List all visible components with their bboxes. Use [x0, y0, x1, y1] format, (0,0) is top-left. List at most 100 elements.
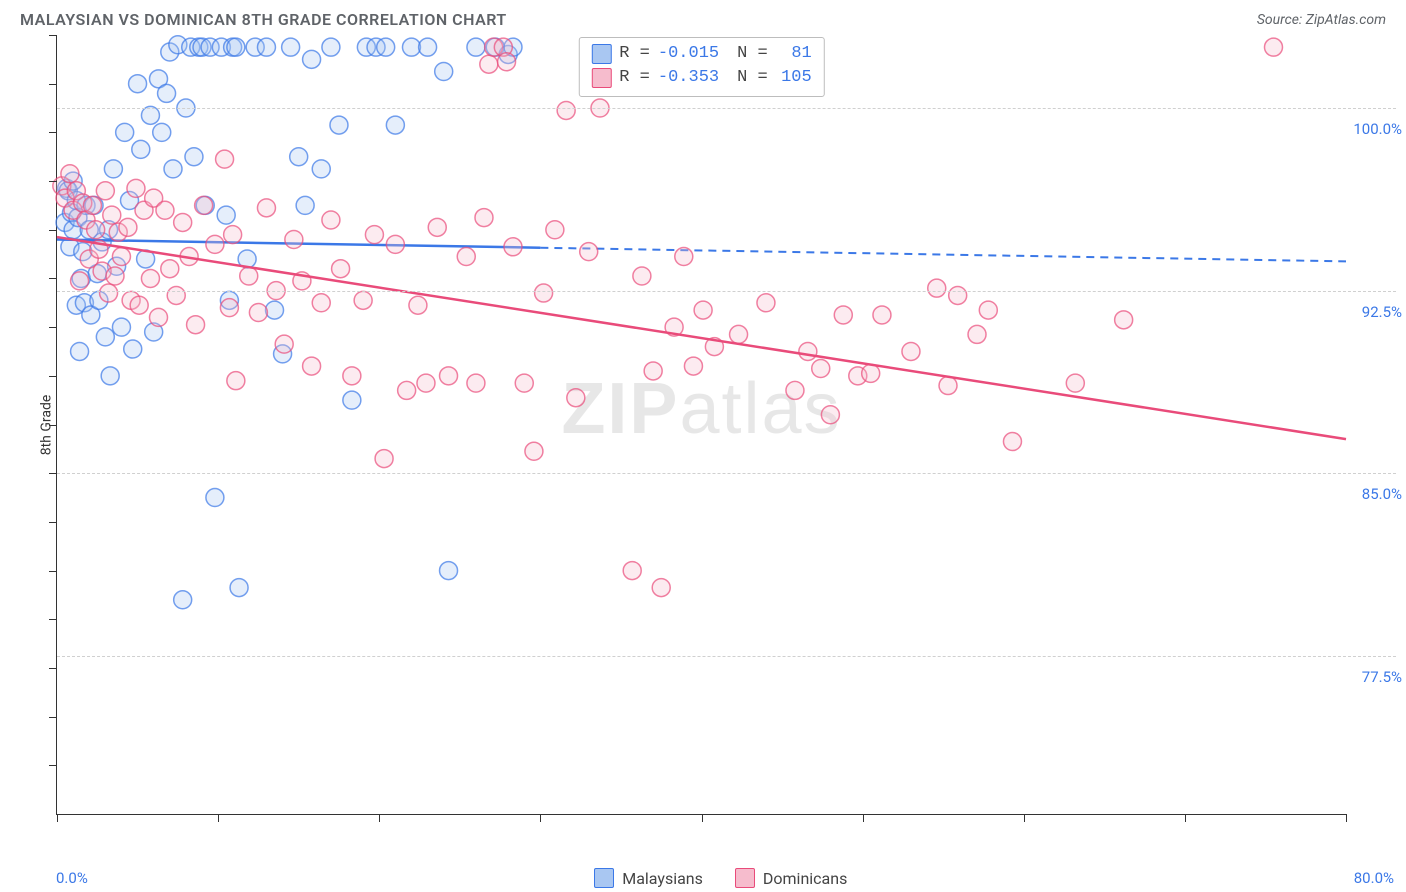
plot-area: 8th Grade ZIPatlas R = -0.015N = 81R = -… [56, 35, 1346, 815]
legend-label: Dominicans [763, 869, 847, 888]
data-point [257, 199, 275, 217]
data-point [206, 235, 224, 253]
data-point [343, 367, 361, 385]
data-point [386, 116, 404, 134]
data-point [546, 221, 564, 239]
stats-swatch-icon [591, 44, 611, 64]
data-point [132, 140, 150, 158]
data-point [652, 579, 670, 597]
data-point [187, 316, 205, 334]
data-point [694, 301, 712, 319]
data-point [220, 299, 238, 317]
x-min-label: 0.0% [56, 869, 88, 887]
data-point [227, 372, 245, 390]
trend-line [57, 237, 1346, 439]
data-point [216, 150, 234, 168]
data-point [322, 38, 340, 56]
data-point [684, 357, 702, 375]
legend-swatch-icon [735, 868, 755, 888]
legend-label: Malaysians [622, 869, 703, 888]
scatter-svg [57, 35, 1346, 814]
data-point [757, 294, 775, 312]
data-point [457, 248, 475, 266]
data-point [83, 196, 101, 214]
data-point [249, 304, 267, 322]
data-point [428, 218, 446, 236]
data-point [127, 179, 145, 197]
data-point [515, 374, 533, 392]
chart-header: MALAYSIAN VS DOMINICAN 8TH GRADE CORRELA… [0, 0, 1406, 35]
data-point [343, 391, 361, 409]
data-point [141, 106, 159, 124]
data-point [164, 160, 182, 178]
data-point [675, 248, 693, 266]
data-point [230, 579, 248, 597]
legend-item-malaysians: Malaysians [594, 868, 703, 888]
data-point [303, 50, 321, 68]
trend-line-dashed [540, 248, 1346, 262]
data-point [87, 221, 105, 239]
x-max-label: 80.0% [1354, 869, 1394, 887]
data-point [156, 201, 174, 219]
data-point [821, 406, 839, 424]
data-point [130, 296, 148, 314]
data-point [730, 325, 748, 343]
data-point [386, 235, 404, 253]
source-label: Source: ZipAtlas.com [1257, 12, 1386, 28]
data-point [116, 123, 134, 141]
data-point [535, 284, 553, 302]
data-point [174, 213, 192, 231]
data-point [1003, 433, 1021, 451]
data-point [862, 364, 880, 382]
data-point [100, 284, 118, 302]
data-point [119, 218, 137, 236]
data-point [979, 301, 997, 319]
data-point [106, 267, 124, 285]
y-tick-label: 77.5% [1362, 668, 1402, 686]
data-point [290, 148, 308, 166]
data-point [440, 562, 458, 580]
data-point [1264, 38, 1282, 56]
legend-swatch-icon [594, 868, 614, 888]
data-point [167, 286, 185, 304]
data-point [480, 55, 498, 73]
data-point [282, 38, 300, 56]
data-point [525, 442, 543, 460]
data-point [206, 489, 224, 507]
data-point [71, 272, 89, 290]
data-point [644, 362, 662, 380]
data-point [377, 38, 395, 56]
data-point [557, 101, 575, 119]
chart-title: MALAYSIAN VS DOMINICAN 8TH GRADE CORRELA… [20, 10, 507, 29]
data-point [257, 38, 275, 56]
data-point [129, 75, 147, 93]
stats-swatch-icon [591, 68, 611, 88]
data-point [153, 123, 171, 141]
data-point [409, 296, 427, 314]
data-point [217, 206, 235, 224]
data-point [435, 63, 453, 81]
stats-legend-box: R = -0.015N = 81R = -0.353N = 105 [578, 37, 824, 97]
data-point [902, 342, 920, 360]
data-point [312, 294, 330, 312]
data-point [124, 340, 142, 358]
plot-canvas: ZIPatlas R = -0.015N = 81R = -0.353N = 1… [56, 35, 1346, 815]
y-tick-label: 100.0% [1353, 120, 1402, 138]
data-point [112, 248, 130, 266]
data-point [1066, 374, 1084, 392]
data-point [158, 84, 176, 102]
data-point [96, 328, 114, 346]
data-point [475, 209, 493, 227]
data-point [417, 374, 435, 392]
data-point [799, 342, 817, 360]
data-point [330, 116, 348, 134]
data-point [227, 38, 245, 56]
data-point [150, 308, 168, 326]
data-point [580, 243, 598, 261]
data-point [467, 374, 485, 392]
data-point [354, 291, 372, 309]
data-point [419, 38, 437, 56]
data-point [101, 367, 119, 385]
bottom-legend: 0.0% Malaysians Dominicans 80.0% [0, 868, 1406, 888]
data-point [141, 269, 159, 287]
